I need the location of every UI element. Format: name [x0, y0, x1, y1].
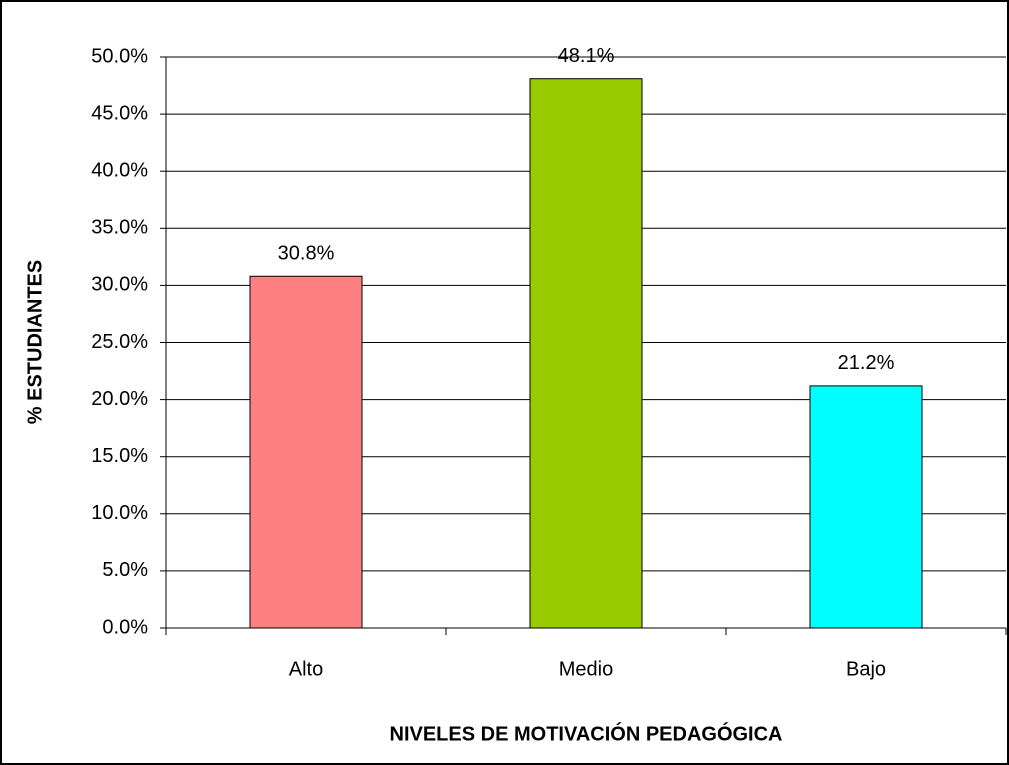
y-tick-label: 30.0% [91, 274, 148, 296]
y-tick-label: 45.0% [91, 102, 148, 124]
value-label: 21.2% [838, 352, 895, 374]
x-tick-label: Alto [289, 658, 323, 680]
y-tick-label: 5.0% [102, 559, 148, 581]
y-axis-title: % ESTUDIANTES [24, 260, 46, 424]
y-tick-label: 50.0% [91, 45, 148, 67]
y-tick-label: 35.0% [91, 217, 148, 239]
y-tick-label: 15.0% [91, 445, 148, 467]
y-tick-label: 25.0% [91, 331, 148, 353]
x-tick-label: Bajo [846, 658, 886, 680]
y-tick-label: 20.0% [91, 388, 148, 410]
y-tick-label: 40.0% [91, 159, 148, 181]
x-tick-label: Medio [559, 658, 613, 680]
x-axis-title: NIVELES DE MOTIVACIÓN PEDAGÓGICA [390, 721, 783, 745]
y-tick-label: 10.0% [91, 502, 148, 524]
bar [529, 78, 643, 629]
bar [809, 385, 923, 629]
y-tick-label: 0.0% [102, 616, 148, 638]
value-label: 48.1% [558, 45, 615, 67]
bar [249, 275, 363, 629]
value-label: 30.8% [278, 243, 335, 265]
